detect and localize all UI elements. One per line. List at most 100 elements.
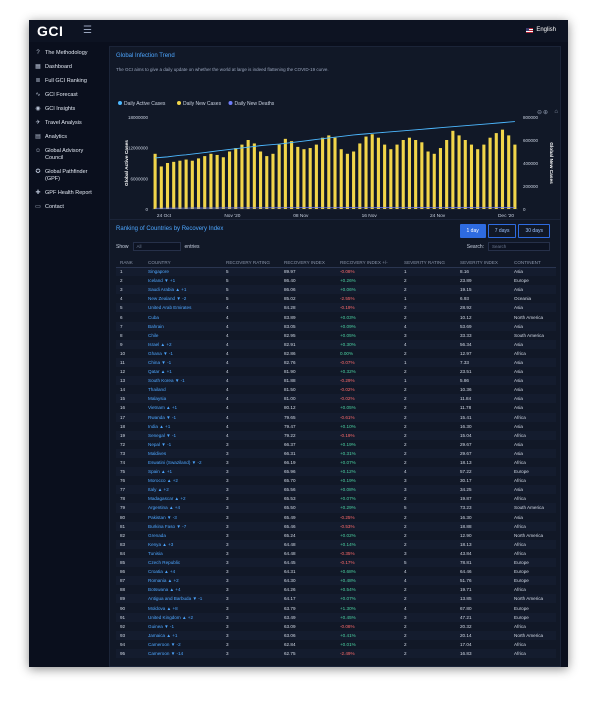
home-icon[interactable]: ⌂ — [554, 109, 558, 115]
table-row[interactable]: 76 Morocco ▲ +2 3 65.70 +0.19% 3 30.17 Africa — [116, 476, 556, 485]
table-cell[interactable]: United Kingdom ▲ +2 — [144, 612, 222, 622]
table-row[interactable]: 73 Maldives 3 66.31 +0.31% 2 29.67 Asia — [116, 448, 556, 458]
table-cell[interactable]: Rwanda ▼ -1 — [144, 412, 222, 422]
zoom-out-icon[interactable]: ⊖ — [536, 110, 542, 116]
table-row[interactable]: 18 India ▲ +1 4 79.47 +0.10% 2 16.30 Asia — [116, 422, 556, 431]
table-cell[interactable]: Senegal ▼ -1 — [144, 430, 222, 440]
table-row[interactable]: 94 Cameroon ▼ -2 3 62.84 +0.01% 2 17.04 Africa — [116, 640, 556, 649]
table-row[interactable]: 82 Grenada 3 65.24 +0.02% 2 12.90 North America — [116, 531, 556, 540]
table-row[interactable]: 93 Jamaica ▲ +1 3 63.06 +0.41% 2 20.14 North Am… — [116, 630, 556, 640]
column-header[interactable]: RECOVERY INDEX +/- — [336, 258, 400, 268]
table-cell[interactable]: Singapore — [144, 267, 222, 277]
table-cell[interactable]: Nepal ▼ -1 — [148, 441, 172, 447]
table-cell[interactable]: China ▼ -1 — [144, 357, 222, 368]
search-input[interactable]: Search — [488, 242, 550, 251]
language-selector[interactable]: English — [526, 27, 556, 33]
entries-select[interactable]: All — [132, 242, 181, 251]
table-row[interactable]: 81 Burkina Faso ▼ -7 3 65.46 -0.53% 2 18.88 Afr… — [116, 521, 556, 531]
sidebar-item-gpf-health-report[interactable]: ✚ GPF Health Report — [29, 188, 107, 199]
table-cell[interactable]: Bahrain — [144, 321, 222, 331]
table-row[interactable]: 72 Nepal ▼ -1 3 66.37 +0.19% 2 29.67 Asia — [116, 440, 556, 449]
table-row[interactable]: 4 New Zealand ▼ -2 5 85.02 -2.55% 1 6.93 Oceani… — [116, 294, 556, 303]
menu-icon[interactable]: ☰ — [83, 25, 92, 36]
table-cell[interactable]: Croatia ▲ +4 — [148, 569, 176, 575]
column-header[interactable]: CONTINENT — [510, 258, 556, 268]
table-cell[interactable]: Vietnam ▲ +1 — [148, 405, 178, 411]
table-row[interactable]: 14 Thailand 4 81.50 -0.02% 2 10.36 Asia — [116, 385, 556, 394]
table-row[interactable]: 9 Israel ▲ +2 4 82.91 +0.30% 4 56.34 Asia — [116, 339, 556, 349]
range-1-day-button[interactable]: 1 day — [459, 224, 486, 238]
column-header[interactable]: SEVERITY INDEX — [456, 258, 510, 268]
table-row[interactable]: 91 United Kingdom ▲ +2 3 63.49 +0.45% 3 47.21 E… — [116, 612, 556, 622]
table-cell[interactable]: Thailand — [148, 387, 166, 393]
sidebar-item-full-gci-ranking[interactable]: ≣ Full GCI Ranking — [29, 76, 107, 87]
table-row[interactable]: 2 Iceland ▼ +1 5 86.40 +0.26% 2 23.89 Europe — [116, 276, 556, 285]
table-row[interactable]: 87 Romania ▲ +2 3 64.30 +0.48% 4 51.76 Europe — [116, 576, 556, 586]
table-cell[interactable]: Qatar ▲ +1 — [148, 369, 172, 375]
table-row[interactable]: 8 Chile 4 82.95 +0.05% 3 33.33 South America — [116, 331, 556, 340]
table-row[interactable]: 95 Cameroon ▼ -14 3 62.75 -2.49% 2 16.83 Africa — [116, 648, 556, 659]
column-header[interactable]: RECOVERY INDEX — [280, 258, 336, 268]
table-row[interactable]: 19 Senegal ▼ -1 4 79.22 -0.19% 2 15.04 Africa — [116, 430, 556, 440]
table-cell[interactable]: Jamaica ▲ +1 — [144, 630, 222, 640]
table-cell[interactable]: Grenada — [148, 532, 166, 538]
table-cell[interactable]: Moldova ▲ +8 — [148, 605, 178, 611]
table-cell[interactable]: Saudi Arabia ▲ +1 — [144, 285, 222, 295]
table-cell[interactable]: Czech Republic — [144, 558, 222, 568]
sidebar-item-the-methodology[interactable]: ? The Methodology — [29, 48, 107, 59]
table-row[interactable]: 7 Bahrain 4 83.05 +0.09% 4 53.69 Asia — [116, 321, 556, 331]
table-cell[interactable]: Italy ▲ +2 — [144, 485, 222, 495]
table-cell[interactable]: South Korea ▼ -1 — [144, 376, 222, 386]
table-cell[interactable]: India ▲ +1 — [148, 423, 171, 429]
table-cell[interactable]: Cameroon ▼ -2 — [148, 641, 181, 647]
table-row[interactable]: 78 Madagascar ▲ +2 3 65.53 +0.07% 2 19.87 Afric… — [116, 494, 556, 503]
range-30-days-button[interactable]: 30 days — [518, 224, 550, 238]
sidebar-item-dashboard[interactable]: ▦ Dashboard — [29, 62, 107, 73]
sidebar-item-contact[interactable]: ▭ Contact — [29, 202, 107, 213]
table-row[interactable]: 3 Saudi Arabia ▲ +1 5 86.06 +0.06% 2 19.15 Asia — [116, 285, 556, 295]
table-cell[interactable]: Botswana ▲ +4 — [148, 587, 181, 593]
table-cell[interactable]: Cuba — [148, 314, 159, 320]
table-cell[interactable]: Spain ▲ +1 — [144, 467, 222, 477]
table-cell[interactable]: Guinea ▼ -1 — [148, 623, 174, 629]
table-row[interactable]: 83 Kenya ▲ +3 3 64.48 +0.14% 2 18.13 Africa — [116, 539, 556, 549]
gci-logo[interactable]: GCI — [37, 23, 64, 39]
zoom-in-icon[interactable]: ⊕ — [542, 110, 548, 116]
table-row[interactable]: 79 Argentina ▲ +4 3 65.50 +0.29% 5 73.23 South … — [116, 503, 556, 513]
table-row[interactable]: 92 Guinea ▼ -1 3 63.09 -0.08% 2 20.32 Africa — [116, 622, 556, 631]
table-cell[interactable]: New Zealand ▼ -2 — [148, 296, 187, 302]
table-row[interactable]: 75 Spain ▲ +1 3 65.96 +0.12% 4 57.22 Europe — [116, 467, 556, 477]
sidebar-item-global-pathfinder-gpf[interactable]: ✪ Global Pathfinder (GPF) — [29, 167, 107, 185]
sidebar-item-gci-forecast[interactable]: ∿ GCI Forecast — [29, 90, 107, 101]
column-header[interactable]: SEVERITY RATING — [400, 258, 456, 268]
table-row[interactable]: 5 United Arab Emirates 4 84.28 -0.19% 2 28.92 A… — [116, 303, 556, 313]
sidebar-item-global-advisory-council[interactable]: ☺ Global Advisory Council — [29, 146, 107, 164]
table-row[interactable]: 74 Eswatini (Swaziland) ▼ -2 3 66.19 +0.07% 2… — [116, 458, 556, 467]
table-row[interactable]: 77 Italy ▲ +2 3 65.56 +0.08% 3 34.25 Asia — [116, 485, 556, 495]
table-row[interactable]: 6 Cuba 4 83.89 +0.03% 2 10.12 North America — [116, 312, 556, 321]
table-row[interactable]: 17 Rwanda ▼ -1 4 79.65 -0.61% 2 15.41 Africa — [116, 412, 556, 422]
table-row[interactable]: 11 China ▼ -1 4 82.76 -0.07% 1 7.33 Asia — [116, 357, 556, 368]
table-cell[interactable]: Argentina ▲ +4 — [144, 503, 222, 513]
table-cell[interactable]: Kenya ▲ +3 — [144, 539, 222, 549]
table-cell[interactable]: Tunisia — [148, 550, 163, 556]
table-row[interactable]: 12 Qatar ▲ +1 4 81.90 +0.32% 2 23.51 Asia — [116, 367, 556, 376]
table-cell[interactable]: Cameroon ▼ -14 — [144, 648, 222, 659]
table-row[interactable]: 1 Singapore 5 89.97 -0.08% 1 8.16 Asia — [116, 267, 556, 277]
table-row[interactable]: 89 Antigua and Barbuda ▼ -1 3 64.17 +0.07% 2 1… — [116, 594, 556, 604]
table-cell[interactable]: Morocco ▲ +2 — [148, 478, 178, 484]
table-cell[interactable]: Eswatini (Swaziland) ▼ -2 — [148, 460, 202, 466]
table-row[interactable]: 16 Vietnam ▲ +1 4 80.12 +0.05% 2 11.78 Asia — [116, 403, 556, 412]
table-cell[interactable]: Burkina Faso ▼ -7 — [144, 521, 222, 531]
column-header[interactable]: RECOVERY RATING — [222, 258, 280, 268]
table-row[interactable]: 10 Ghana ▼ -1 4 82.86 0.00% 2 12.97 Africa — [116, 349, 556, 358]
table-row[interactable]: 88 Botswana ▲ +4 3 64.26 +0.54% 2 19.71 Africa — [116, 585, 556, 594]
column-header[interactable]: RANK — [116, 258, 144, 268]
table-cell[interactable]: Pakistan ▼ -3 — [148, 514, 177, 520]
table-cell[interactable]: Chile — [148, 332, 159, 338]
table-row[interactable]: 85 Czech Republic 3 64.45 -0.17% 5 78.81 Europe — [116, 558, 556, 568]
table-row[interactable]: 90 Moldova ▲ +8 3 63.79 +1.30% 4 67.80 Europe — [116, 603, 556, 612]
table-cell[interactable]: Romania ▲ +2 — [144, 576, 222, 586]
table-cell[interactable]: Maldives — [144, 448, 222, 458]
table-row[interactable]: 15 Malaysia 4 81.00 -0.02% 2 11.84 Asia — [116, 394, 556, 404]
